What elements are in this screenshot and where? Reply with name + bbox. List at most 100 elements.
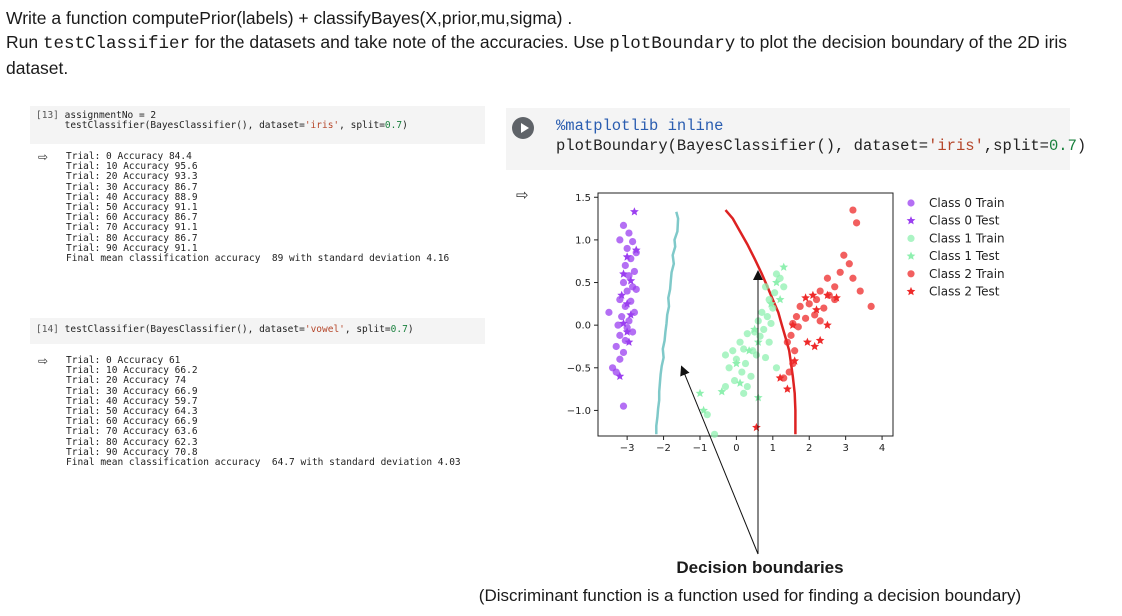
class-2-test-point [823,290,832,299]
class-2-test-point [801,293,810,302]
output-line: Trial: 0 Accuracy 61 [66,355,181,366]
instruction-text: Run [6,32,43,52]
cell-13-line-2-end: ) [402,120,408,132]
class-1-train-point [736,338,744,346]
class-1-train-point [743,330,751,338]
output-line: Trial: 40 Accuracy 59.7 [66,395,198,407]
class-0-test-point [626,310,636,319]
class-2-test-point [832,293,841,302]
instruction-line-2: Run testClassifier for the datasets and … [6,30,1114,80]
class-0-train-point [619,221,628,229]
class-0-train-point [623,244,631,253]
class-0-train-point [614,321,622,329]
class-0-test-point [631,245,641,254]
cell-14-line-1-mid: , split= [344,324,391,335]
output-line: Final mean classification accuracy 64.7 … [66,457,461,469]
class-1-train-point [754,317,762,325]
class-2-train-point [783,338,791,346]
class-0-train-point [619,278,628,287]
x-tick-label: 4 [879,443,885,454]
y-tick-label: 1.0 [575,235,591,246]
plot-cell-line-2-mid: ,split= [983,137,1049,155]
output-line: Trial: 10 Accuracy 95.6 [66,161,198,173]
legend-label: Class 0 Test [929,214,1000,228]
instruction-text: to plot the decision boundary of the 2D … [6,32,1068,78]
class-0-train-point [632,285,640,293]
class-0-train-point [628,328,637,336]
instructions: Write a function computePrior(labels) + … [6,6,1114,80]
cell-14-code[interactable]: [14] testClassifier(BayesClassifier(), d… [36,324,414,335]
class-0-test-point [622,252,632,261]
legend-marker [907,199,915,207]
legend-label: Class 2 Test [929,285,1000,299]
plot-cell-line-2-end: ) [1076,137,1087,155]
class-0-train-point [621,261,629,270]
output-line: Trial: 70 Accuracy 91.1 [66,222,198,234]
class-1-train-point [761,353,770,362]
class-1-test-point [766,299,776,308]
class-2-test-point [783,384,792,393]
class-0-train-point [616,236,624,244]
class-0-train-point [625,317,633,325]
annotation-title: Decision boundaries [676,558,844,577]
class-2-train-point [805,300,813,308]
output-line: Trial: 90 Accuracy 70.8 [66,446,198,458]
output-icon[interactable]: ⇨ [38,354,49,368]
class-1-train-point [767,319,775,328]
class-2-test-point [803,337,812,346]
code-plotboundary: plotBoundary [609,34,736,54]
cell-14-output: Trial: 0 Accuracy 61 Trial: 10 Accuracy 6… [66,355,461,469]
class-0-train-point [630,267,639,276]
class-1-train-point [780,283,788,291]
plot-cell-number: 0.7 [1049,137,1077,155]
cell-14-prompt: [14] [36,324,59,335]
class-0-train-point [612,342,620,351]
code-cell-13[interactable]: [13] assignmentNo = 2 testClassifier(Bay… [30,106,485,144]
class-2-train-point [856,287,864,295]
code-testclassifier: testClassifier [42,34,190,54]
code-cell-14[interactable]: [14] testClassifier(BayesClassifier(), d… [30,318,485,344]
class-1-train-point [769,304,777,312]
output-icon[interactable]: ⇨ [38,150,49,164]
class-1-train-point [765,338,773,346]
class-2-test-point [808,290,818,299]
x-tick-label: 3 [842,443,848,454]
class-2-test-point [790,356,799,365]
cell-13-code[interactable]: [13] assignmentNo = 2 testClassifier(Bay… [36,110,408,132]
code-cell-plot[interactable] [506,108,1070,170]
x-tick-label: −1 [693,443,708,454]
class-1-train-point [741,359,750,368]
class-1-test-point [775,295,785,304]
class-2-train-point [840,251,848,259]
class-0-test-point [619,269,628,278]
output-icon[interactable]: ⇨ [516,186,529,204]
class-2-test-point [788,320,798,329]
class-1-train-point [760,325,768,334]
legend-marker [906,251,916,260]
class-1-train-point [761,283,770,291]
class-2-train-point [831,283,839,291]
decision-boundary-plot: −3 −2 −1 0 1 2 3 4 −1.0 −0.5 0.0 0.5 1.0 1.5 Class 0 … [567,192,1005,454]
x-tick-label: 0 [733,443,739,454]
cell-14-line-1: testClassifier(BayesClassifier(), datase… [64,324,305,335]
instruction-text: for the datasets and take note of the ac… [190,32,610,52]
y-tick-label: 0.0 [575,321,591,332]
class-1-train-point [721,382,730,391]
cell-13-line-1: assignmentNo = 2 [64,110,157,121]
plot-cell-code[interactable]: %matplotlib inline plotBoundary(BayesCla… [556,116,1086,156]
class-0-train-point [619,348,628,357]
class-1-train-point [752,351,761,359]
cell-13-line-2-mid: , split= [339,120,385,132]
cell-14-line-1-end: ) [407,324,414,335]
class-1-train-point [740,389,748,397]
run-cell-button[interactable] [512,117,534,139]
class-2-test-point [823,320,832,329]
output-line: Trial: 30 Accuracy 66.9 [66,385,198,397]
class-2-train-point [801,314,810,322]
cell-13-string: 'iris' [304,120,340,132]
class-0-test-point [624,337,634,346]
class-2-train-point [836,268,844,276]
instruction-line-1: Write a function computePrior(labels) + … [6,8,573,28]
cell-14-number: 0.7 [390,324,408,335]
class-1-train-point [756,332,764,340]
